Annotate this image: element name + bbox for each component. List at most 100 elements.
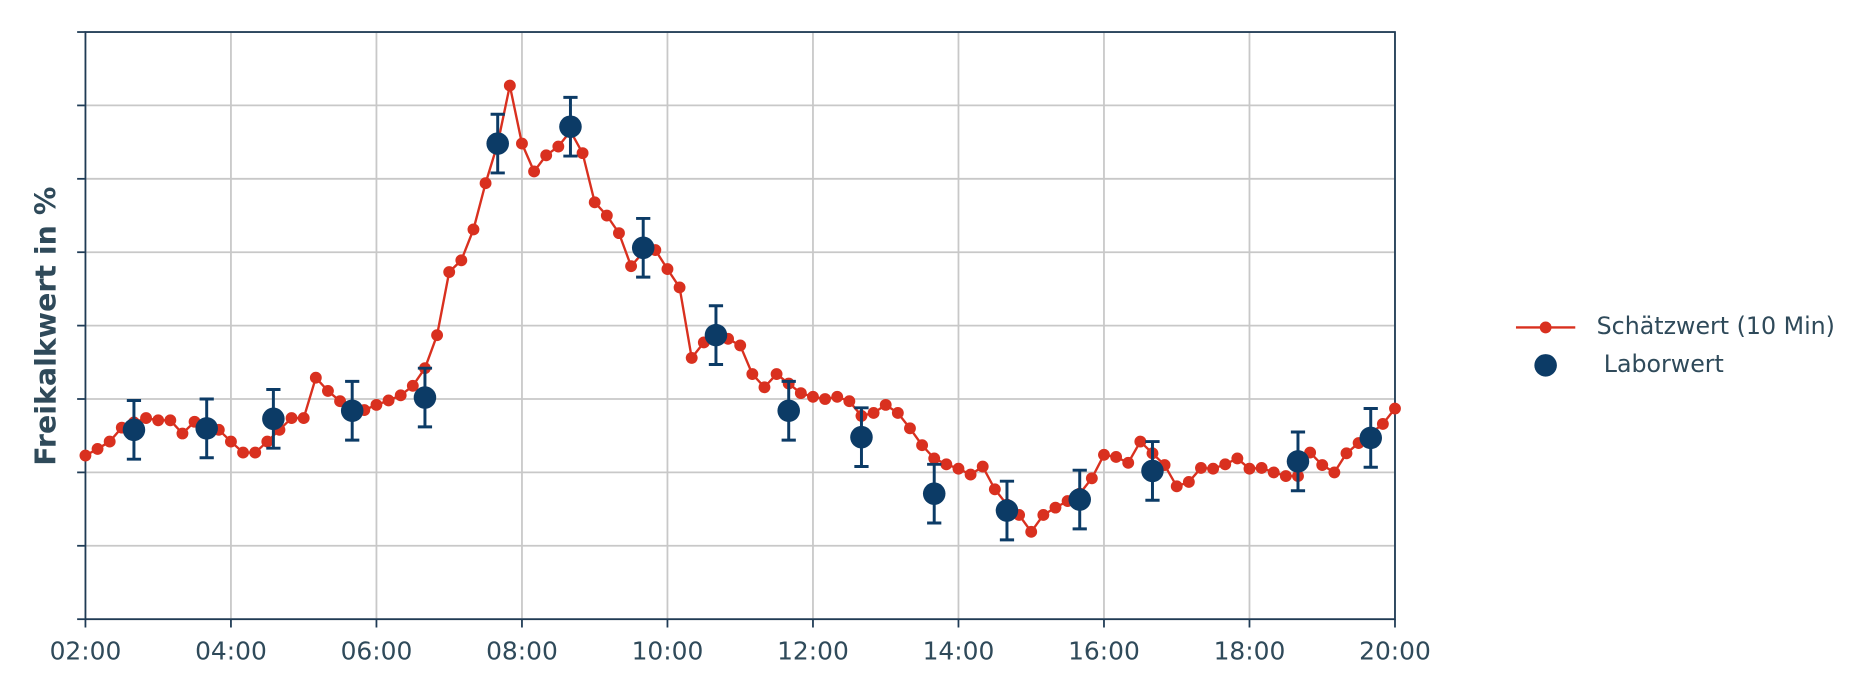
data-point — [334, 395, 347, 408]
data-point — [1122, 456, 1135, 469]
data-point — [1389, 402, 1401, 415]
data-point — [455, 254, 468, 267]
data-point — [225, 435, 237, 448]
data-point — [467, 223, 480, 236]
legend-label: Laborwert — [1604, 350, 1724, 378]
data-point — [503, 79, 516, 92]
legend-marker — [1534, 354, 1557, 377]
x-tick-label: 04:00 — [195, 636, 267, 665]
legend-label: Schätzwert (10 Min) — [1597, 312, 1835, 340]
data-point — [1340, 447, 1353, 460]
data-point — [1231, 452, 1244, 465]
data-point — [1110, 451, 1123, 463]
data-point — [309, 371, 322, 384]
data-point — [370, 398, 383, 411]
data-point — [152, 414, 165, 427]
x-tick-label: 16:00 — [1068, 636, 1140, 665]
lab-point — [1068, 488, 1091, 511]
x-tick-label: 18:00 — [1214, 636, 1286, 665]
data-point — [1049, 501, 1062, 514]
data-point — [891, 407, 904, 419]
data-point — [1279, 470, 1292, 482]
lab-point — [631, 236, 655, 260]
data-point — [103, 435, 116, 448]
data-point — [249, 446, 262, 459]
data-point — [867, 407, 880, 419]
data-point — [552, 140, 565, 153]
data-point — [1134, 435, 1147, 448]
data-point — [734, 339, 747, 352]
lab-point — [559, 115, 582, 138]
data-point — [613, 227, 625, 240]
data-point — [164, 414, 177, 427]
data-point — [1267, 466, 1280, 479]
data-point — [1328, 466, 1341, 479]
lab-point — [262, 407, 285, 431]
x-tick-label: 08:00 — [486, 636, 558, 665]
data-point — [928, 452, 941, 465]
data-point — [322, 384, 334, 397]
data-point — [576, 147, 589, 160]
data-point — [1243, 462, 1256, 475]
data-point — [1170, 480, 1183, 493]
data-point — [758, 381, 771, 394]
lab-point — [1141, 459, 1164, 483]
data-point — [1037, 509, 1050, 521]
data-point — [140, 412, 152, 425]
data-point — [1316, 459, 1329, 471]
data-point — [952, 462, 965, 475]
data-point — [1025, 525, 1038, 538]
data-point — [831, 390, 844, 403]
data-point — [261, 435, 274, 448]
x-tick-label: 10:00 — [632, 636, 704, 665]
data-point — [1085, 472, 1098, 485]
x-tick-label: 02:00 — [50, 636, 122, 665]
data-point — [843, 395, 856, 408]
data-point — [879, 398, 892, 411]
data-point — [819, 393, 832, 405]
data-point — [382, 394, 395, 407]
legend-marker — [1539, 321, 1552, 334]
data-point — [1376, 418, 1389, 430]
data-point — [528, 165, 541, 178]
data-point — [540, 149, 553, 162]
data-point — [79, 449, 92, 462]
lab-point — [1286, 450, 1310, 473]
data-point — [600, 209, 613, 222]
data-point — [625, 260, 638, 273]
data-point — [431, 329, 444, 342]
data-point — [588, 196, 601, 209]
data-point — [904, 422, 916, 435]
data-point — [794, 387, 807, 400]
data-point — [685, 351, 698, 364]
data-point — [673, 281, 686, 294]
data-point — [1255, 462, 1268, 474]
data-point — [443, 266, 456, 278]
lab-point — [122, 418, 146, 442]
lab-point — [995, 499, 1019, 522]
data-point — [807, 390, 819, 403]
data-point — [1219, 458, 1232, 471]
data-point — [1207, 462, 1220, 475]
x-tick-label: 14:00 — [923, 636, 995, 665]
lab-point — [850, 425, 873, 449]
data-point — [285, 412, 298, 425]
lab-point — [777, 399, 800, 423]
x-tick-label: 20:00 — [1359, 636, 1431, 665]
data-point — [91, 442, 104, 455]
data-point — [406, 379, 419, 392]
data-point — [516, 137, 528, 150]
data-point — [916, 439, 929, 452]
lab-point — [704, 323, 728, 347]
lab-point — [1359, 426, 1383, 450]
data-point — [1182, 476, 1195, 488]
data-point — [940, 458, 953, 471]
data-point — [964, 468, 977, 481]
data-point — [746, 368, 759, 380]
x-tick-label: 06:00 — [341, 636, 413, 665]
data-point — [770, 368, 783, 380]
lab-point — [195, 417, 218, 440]
data-point — [661, 263, 674, 276]
plot-frame — [84, 31, 1396, 621]
